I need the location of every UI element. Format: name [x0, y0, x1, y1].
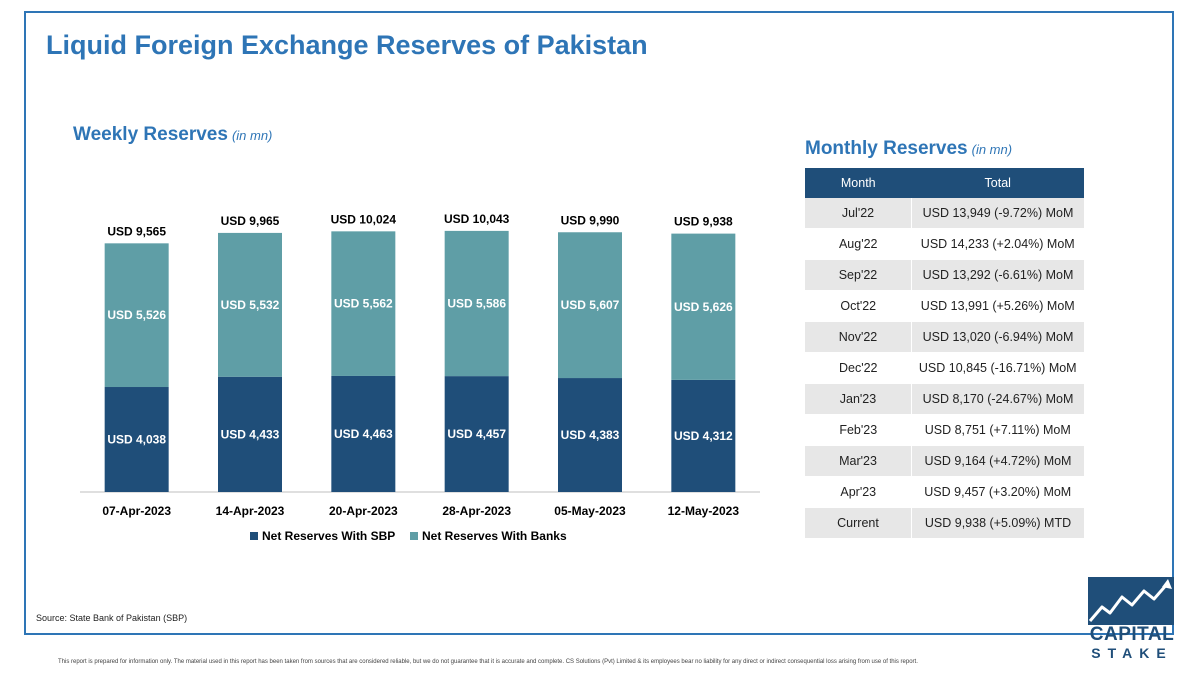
monthly-reserves-title: Monthly Reserves (in mn): [805, 138, 1012, 160]
total-cell: USD 13,020 (-6.94%) MoM: [911, 321, 1084, 353]
x-tick-label: 05-May-2023: [554, 504, 626, 518]
monthly-title-text: Monthly Reserves: [805, 138, 968, 159]
data-label-sbp: USD 4,433: [221, 427, 280, 441]
table-row: Apr'23 USD 9,457 (+3.20%) MoM: [805, 476, 1084, 508]
logo-chart-mark: [1088, 577, 1174, 625]
data-label-total: USD 9,565: [107, 224, 166, 238]
month-cell: Nov'22: [805, 321, 912, 353]
bar-sbp: [671, 379, 736, 492]
table-row: Feb'23 USD 8,751 (+7.11%) MoM: [805, 414, 1084, 446]
data-label-sbp: USD 4,463: [334, 427, 393, 441]
bar-banks: [104, 243, 169, 388]
total-cell: USD 9,164 (+4.72%) MoM: [911, 445, 1084, 477]
logo-text-stake: STAKE: [1091, 645, 1173, 661]
table-row: Oct'22 USD 13,991 (+5.26%) MoM: [805, 290, 1084, 322]
monthly-unit: (in mn): [971, 142, 1013, 157]
bar-sbp: [331, 375, 396, 492]
bar-banks: [444, 230, 509, 377]
trend-arrow-icon: [1088, 579, 1172, 622]
source-note: Source: State Bank of Pakistan (SBP): [36, 613, 188, 623]
weekly-reserves-title: Weekly Reserves (in mn): [73, 124, 272, 146]
legend-swatch-sbp: [250, 532, 258, 540]
table-row: Sep'22 USD 13,292 (-6.61%) MoM: [805, 259, 1084, 291]
x-tick-label: 07-Apr-2023: [102, 504, 171, 518]
data-label-total: USD 9,938: [674, 215, 733, 229]
month-cell: Sep'22: [805, 259, 912, 291]
table-row: Mar'23 USD 9,164 (+4.72%) MoM: [805, 445, 1084, 477]
total-cell: USD 13,292 (-6.61%) MoM: [911, 259, 1084, 291]
month-cell: Dec'22: [805, 352, 912, 384]
bar-banks: [558, 232, 622, 379]
capital-stake-logo: CAPITAL STAKE: [1088, 577, 1178, 667]
table-row: Aug'22 USD 14,233 (+2.04%) MoM: [805, 228, 1084, 260]
month-cell: Apr'23: [805, 476, 912, 508]
page-title: Liquid Foreign Exchange Reserves of Paki…: [46, 30, 648, 60]
data-label-total: USD 10,043: [444, 212, 510, 226]
data-label-sbp: USD 4,457: [447, 427, 506, 441]
month-cell: Jul'22: [805, 198, 912, 229]
table-row: Jul'22 USD 13,949 (-9.72%) MoM: [805, 198, 1084, 229]
total-cell: USD 10,845 (-16.71%) MoM: [911, 352, 1084, 384]
month-cell: Aug'22: [805, 228, 912, 260]
total-cell: USD 13,949 (-9.72%) MoM: [911, 198, 1084, 229]
table-header-row: Month Total: [805, 168, 1084, 198]
data-label-sbp: USD 4,312: [674, 429, 733, 443]
total-cell: USD 9,457 (+3.20%) MoM: [911, 476, 1084, 508]
x-tick-label: 12-May-2023: [668, 504, 740, 518]
data-label-banks: USD 5,526: [107, 308, 166, 322]
data-label-banks: USD 5,532: [221, 298, 280, 312]
x-tick-label: 28-Apr-2023: [442, 504, 511, 518]
x-tick-label: 20-Apr-2023: [329, 504, 398, 518]
month-cell: Oct'22: [805, 290, 912, 322]
bar-sbp: [444, 376, 509, 492]
bar-banks: [331, 231, 396, 376]
data-label-banks: USD 5,586: [447, 297, 506, 311]
bar-sbp: [218, 376, 282, 492]
column-header-total: Total: [911, 168, 1084, 198]
table-row: Jan'23 USD 8,170 (-24.67%) MoM: [805, 383, 1084, 415]
data-label-sbp: USD 4,038: [107, 433, 166, 447]
month-cell: Mar'23: [805, 445, 912, 477]
data-label-banks: USD 5,607: [561, 298, 620, 312]
data-label-total: USD 9,990: [561, 213, 620, 227]
data-label-sbp: USD 4,383: [561, 428, 620, 442]
bar-banks: [218, 232, 282, 377]
legend-swatch-banks: [410, 532, 418, 540]
month-cell: Jan'23: [805, 383, 912, 415]
logo-text-capital: CAPITAL: [1089, 624, 1175, 645]
column-header-month: Month: [805, 168, 912, 198]
bar-sbp: [104, 387, 169, 492]
legend-label-banks: Net Reserves With Banks: [422, 529, 567, 543]
table-row: Current USD 9,938 (+5.09%) MTD: [805, 507, 1084, 539]
total-cell: USD 13,991 (+5.26%) MoM: [911, 290, 1084, 322]
table-row: Dec'22 USD 10,845 (-16.71%) MoM: [805, 352, 1084, 384]
weekly-unit: (in mn): [231, 128, 273, 143]
total-cell: USD 8,170 (-24.67%) MoM: [911, 383, 1084, 415]
total-cell: USD 9,938 (+5.09%) MTD: [911, 507, 1084, 539]
data-label-total: USD 9,965: [221, 214, 280, 228]
legend-label-sbp: Net Reserves With SBP: [262, 529, 395, 543]
total-cell: USD 8,751 (+7.11%) MoM: [911, 414, 1084, 446]
x-tick-label: 14-Apr-2023: [216, 504, 285, 518]
month-cell: Current: [805, 507, 912, 539]
slide-frame: [24, 11, 1174, 635]
month-cell: Feb'23: [805, 414, 912, 446]
bar-banks: [671, 233, 736, 380]
table-row: Nov'22 USD 13,020 (-6.94%) MoM: [805, 321, 1084, 353]
data-label-banks: USD 5,626: [674, 300, 733, 314]
total-cell: USD 14,233 (+2.04%) MoM: [911, 228, 1084, 260]
disclaimer-text: This report is prepared for information …: [58, 659, 918, 665]
weekly-title-text: Weekly Reserves: [73, 124, 228, 145]
weekly-reserves-chart: USD 4,038 USD 5,526 USD 9,565 07-Apr-2023 US…: [80, 212, 760, 543]
data-label-banks: USD 5,562: [334, 297, 393, 311]
monthly-reserves-table: Month Total Jul'22 USD 13,949 (-9.72%) Mo…: [805, 168, 1084, 539]
bar-sbp: [558, 378, 622, 492]
data-label-total: USD 10,024: [331, 212, 397, 226]
